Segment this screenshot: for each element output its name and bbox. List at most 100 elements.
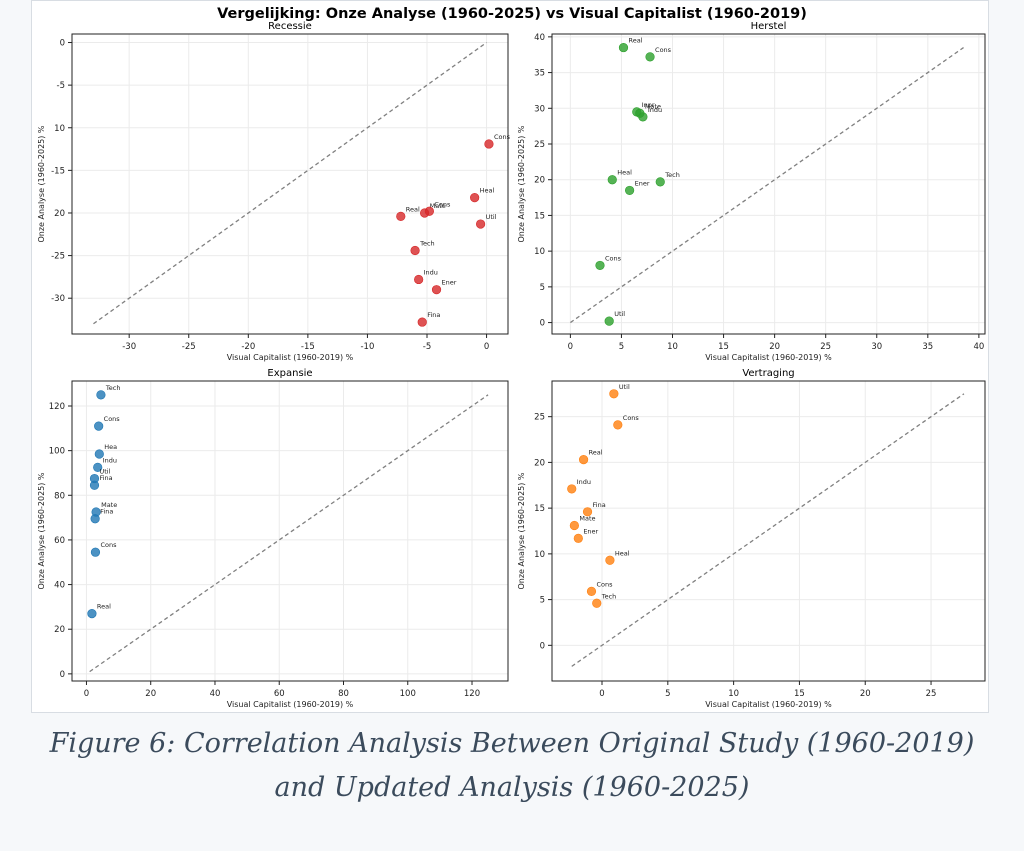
y-axis-label: Onze Analyse (1960-2025) %	[517, 472, 526, 589]
subplot-title: Vertraging	[742, 368, 794, 379]
diagonal-reference-line	[89, 394, 489, 673]
x-tick-label: 25	[820, 342, 831, 352]
data-point	[578, 455, 589, 465]
axes-frame	[551, 380, 986, 682]
point-label: Util	[99, 468, 110, 476]
data-point	[609, 389, 619, 399]
diagonal-reference-line	[93, 41, 487, 325]
y-tick-label: 5	[540, 283, 545, 293]
x-tick-label: -25	[182, 342, 196, 352]
x-axis-label: Visual Capitalist (1960-2019) %	[705, 353, 832, 362]
point-label: Cons	[100, 541, 117, 549]
x-tick-label: 0	[599, 689, 604, 699]
x-tick-label: 15	[718, 342, 729, 352]
y-tick-label: 10	[534, 247, 545, 257]
axes-frame	[551, 33, 986, 335]
y-tick-label: 25	[534, 140, 545, 150]
data-point	[595, 260, 605, 271]
data-point	[586, 586, 597, 596]
x-tick-label: 100	[400, 689, 416, 699]
data-point	[618, 42, 629, 53]
comparison-scatter-figure: Vergelijking: Onze Analyse (1960-2025) v…	[37, 6, 986, 709]
subplot-title: Expansie	[267, 368, 312, 379]
data-point	[655, 177, 665, 187]
point-label: Inpr	[642, 101, 655, 109]
figure-frame: Vergelijking: Onze Analyse (1960-2025) v…	[31, 0, 989, 713]
point-label: Cons	[655, 46, 672, 54]
data-point	[87, 608, 97, 619]
diagonal-reference-line	[570, 47, 964, 324]
subplot-title: Herstel	[751, 21, 787, 32]
y-axis-label: Onze Analyse (1960-2025) %	[37, 125, 46, 242]
x-tick-label: 35	[922, 342, 933, 352]
y-tick-label: -25	[51, 252, 65, 262]
x-tick-label: 60	[274, 689, 285, 699]
data-point	[638, 112, 648, 122]
point-label: Real	[628, 37, 642, 45]
point-label: Cons	[104, 415, 121, 423]
point-label: Fina	[99, 474, 112, 482]
y-tick-label: 20	[534, 176, 545, 186]
x-tick-label: 0	[568, 342, 573, 352]
y-tick-label: 15	[534, 211, 545, 221]
x-tick-label: -20	[241, 342, 255, 352]
point-label: Indu	[424, 268, 438, 276]
data-point	[567, 484, 577, 494]
point-label: Heal	[480, 187, 495, 195]
x-tick-label: 120	[464, 689, 480, 699]
x-tick-label: -30	[122, 342, 136, 352]
point-label: Real	[589, 449, 603, 457]
point-label: Real	[97, 603, 111, 611]
x-tick-label: 10	[667, 342, 678, 352]
y-tick-label: -15	[51, 166, 65, 176]
y-tick-label: 0	[60, 39, 65, 49]
data-point	[89, 480, 100, 490]
data-point	[582, 507, 593, 517]
data-point	[431, 285, 442, 295]
x-axis-label: Visual Capitalist (1960-2019) %	[705, 700, 832, 709]
point-label: Cons	[434, 200, 451, 208]
data-point	[93, 462, 103, 472]
point-label: Cons	[596, 580, 613, 588]
point-label: Ener	[583, 527, 598, 535]
x-tick-label: -5	[423, 342, 431, 352]
point-label: Mate	[101, 501, 117, 509]
data-point	[417, 317, 427, 327]
data-point	[396, 211, 406, 221]
x-tick-label: 0	[84, 689, 89, 699]
x-tick-label: 10	[728, 689, 739, 699]
figure-suptitle: Vergelijking: Onze Analyse (1960-2025) v…	[217, 6, 807, 22]
y-tick-label: 25	[534, 413, 545, 423]
data-point	[94, 421, 104, 431]
y-tick-label: 20	[534, 458, 545, 468]
x-tick-label: 40	[973, 342, 984, 352]
data-point	[94, 449, 104, 459]
x-tick-label: 30	[871, 342, 882, 352]
y-tick-label: 30	[534, 104, 545, 114]
axes-frame	[71, 380, 509, 682]
y-tick-label: 80	[54, 491, 65, 501]
x-tick-label: 5	[665, 689, 670, 699]
data-point	[470, 193, 480, 203]
y-tick-label: 10	[534, 550, 545, 560]
data-point	[414, 274, 424, 285]
point-label: Util	[619, 383, 630, 391]
x-tick-label: -10	[360, 342, 374, 352]
y-tick-label: 60	[54, 536, 65, 546]
y-tick-label: 15	[534, 504, 545, 514]
point-label: Mate	[645, 102, 661, 110]
x-tick-label: 0	[484, 342, 489, 352]
data-point	[90, 547, 101, 557]
x-tick-label: 5	[619, 342, 624, 352]
x-tick-label: 20	[145, 689, 156, 699]
point-label: Ener	[635, 179, 650, 187]
x-tick-label: 25	[926, 689, 937, 699]
y-tick-label: 120	[49, 402, 65, 412]
figure-caption: Figure 6: Correlation Analysis Between O…	[49, 728, 975, 803]
data-point	[484, 139, 494, 149]
point-label: Tech	[601, 592, 617, 600]
point-label: Mate	[430, 202, 446, 210]
point-label: Heal	[617, 169, 632, 177]
data-point	[569, 520, 579, 531]
subplot-expansie: 0 20 40 60 80 100 120 0 20 40 60 80 100 120 Expansie Vi…	[37, 368, 509, 709]
